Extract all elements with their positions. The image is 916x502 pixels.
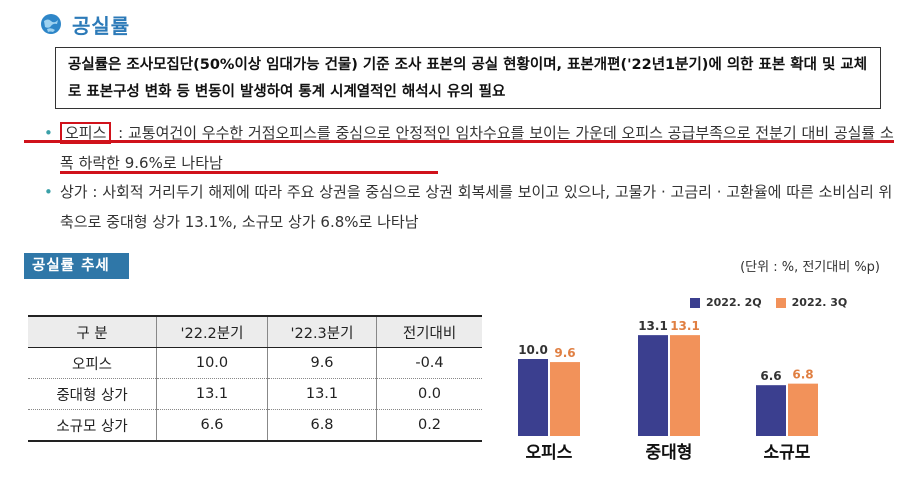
data-label: 9.6	[554, 346, 575, 360]
cell: 9.6	[267, 347, 377, 379]
retail-label: 상가	[60, 183, 88, 201]
category-label: 중대형	[646, 442, 693, 463]
header-q3: '22.3분기	[267, 315, 377, 348]
vacancy-table: 구 분 '22.2분기 '22.3분기 전기대비 오피스 10.0 9.6 -0…	[28, 315, 482, 442]
bar-0-1	[638, 335, 668, 436]
retail-separator: :	[87, 183, 103, 201]
data-label: 6.6	[760, 369, 781, 383]
notice-box: 공실률은 조사모집단(50%이상 임대가능 건물) 기준 조사 표본의 공실 현…	[55, 47, 881, 109]
data-label: 13.1	[638, 319, 668, 333]
cell: -0.4	[376, 347, 482, 379]
trend-label: 공실률 추세	[24, 253, 129, 279]
chart-legend: 2022. 2Q 2022. 3Q	[690, 296, 861, 309]
table-header-row: 구 분 '22.2분기 '22.3분기 전기대비	[28, 315, 482, 348]
cell: 10.0	[156, 347, 268, 379]
cell: 13.1	[156, 378, 268, 410]
category-label: 오피스	[526, 443, 573, 463]
office-text: 교통여건이 우수한 거점오피스를 중심으로 안정적인 임차수요를 보이는 가운데…	[60, 124, 894, 172]
cell: 13.1	[267, 378, 377, 410]
red-underline	[24, 140, 894, 143]
cell: 오피스	[28, 347, 157, 379]
section-header: 공실률	[40, 8, 130, 40]
bar-0-2	[756, 385, 786, 436]
cell: 0.0	[376, 378, 482, 410]
data-label: 13.1	[670, 319, 700, 333]
bullet-dot: •	[44, 183, 53, 201]
table-row: 소규모 상가 6.6 6.8 0.2	[28, 409, 482, 442]
legend-label: 2022. 3Q	[791, 296, 848, 309]
legend-swatch	[775, 297, 786, 308]
data-label: 6.8	[792, 368, 813, 382]
vacancy-bar-chart: 10.0 9.6 오피스 13.1 13.1 중대형 6.6 6.8 소규모	[518, 319, 818, 463]
unit-note: (단위 : %, 전기대비 %p)	[740, 260, 880, 275]
legend-item-q3: 2022. 3Q	[775, 296, 848, 309]
bar-1-1	[670, 335, 700, 436]
table-row: 중대형 상가 13.1 13.1 0.0	[28, 378, 482, 410]
retail-text: 사회적 거리두기 해제에 따라 주요 상권을 중심으로 상권 회복세를 보이고 …	[60, 183, 893, 231]
legend-label: 2022. 2Q	[706, 296, 762, 309]
bar-0-0	[518, 359, 548, 436]
legend-swatch	[690, 297, 700, 308]
legend-item-q2: 2022. 2Q	[690, 296, 762, 309]
bar-1-2	[788, 383, 818, 436]
header-q2: '22.2분기	[156, 315, 268, 348]
office-label: 오피스	[60, 122, 112, 144]
office-separator: :	[113, 124, 128, 142]
section-title: 공실률	[72, 13, 131, 38]
cell: 6.6	[156, 409, 268, 442]
header-category: 구 분	[28, 315, 157, 348]
bar-1-0	[550, 362, 580, 436]
cell: 소규모 상가	[28, 409, 157, 442]
cell: 중대형 상가	[28, 378, 157, 410]
bullet-dot: •	[44, 124, 53, 142]
cell: 0.2	[376, 409, 482, 442]
globe-icon	[41, 14, 61, 34]
table-row: 오피스 10.0 9.6 -0.4	[28, 347, 482, 379]
red-underline	[60, 171, 438, 174]
category-label: 소규모	[764, 443, 811, 463]
header-change: 전기대비	[376, 315, 482, 348]
data-label: 10.0	[518, 343, 548, 357]
cell: 6.8	[267, 409, 377, 442]
